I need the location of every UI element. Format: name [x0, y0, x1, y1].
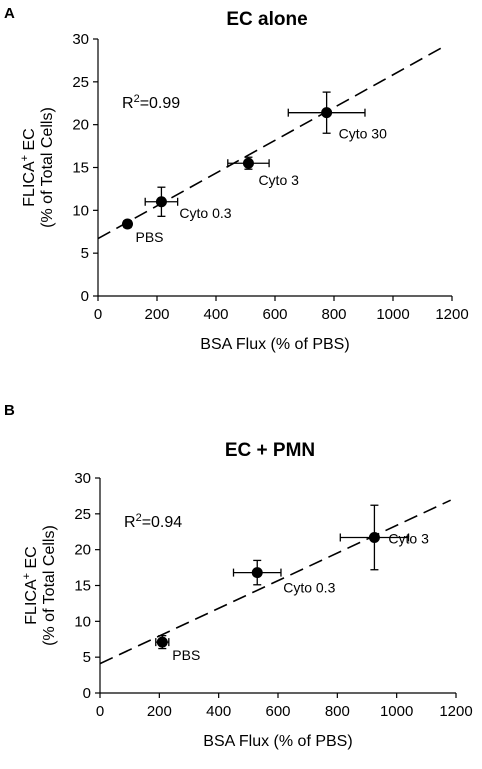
chart-ec-pmn: EC + PMN 0 5 10 15 20 25 30 0 200 400 600 800 1000 120… [21, 440, 473, 750]
y-tick-label: 5 [81, 245, 89, 262]
x-tick-label: 1000 [380, 703, 413, 720]
r-squared-label: R2=0.99 [122, 93, 180, 112]
x-tick-label: 600 [262, 306, 287, 323]
y-tick-label: 10 [74, 613, 91, 630]
y-axis-label-line1: FLICA+ EC [21, 546, 40, 624]
data-point [251, 567, 263, 579]
y-tick-label: 25 [72, 74, 89, 91]
y-tick-label: 10 [72, 202, 89, 219]
y-axis-label-suffix: EC [21, 128, 38, 155]
data-point [156, 636, 168, 648]
y-axis-label-sup: + [21, 573, 33, 579]
r-squared-prefix: R [122, 95, 134, 112]
chart-title: EC + PMN [225, 440, 315, 461]
y-axis-label-text: FLICA [23, 579, 40, 625]
y-axis-label-sup: + [19, 155, 31, 161]
x-axis-label: BSA Flux (% of PBS) [200, 336, 349, 353]
data-point-label: Cyto 3 [258, 172, 299, 188]
x-tick-label: 1200 [435, 306, 468, 323]
panel-a: A EC alone 0 5 10 15 20 25 30 0 200 400 600 800 1000 1… [0, 0, 482, 384]
x-tick-label: 1200 [439, 703, 472, 720]
y-tick-label: 25 [74, 506, 91, 523]
y-tick-label: 30 [74, 470, 91, 487]
x-tick-label: 0 [96, 703, 104, 720]
r-squared-sup: 2 [136, 512, 142, 524]
data-point [242, 157, 254, 169]
y-tick-label: 30 [72, 31, 89, 48]
r-squared-sup: 2 [134, 93, 140, 105]
y-tick-label: 15 [74, 578, 91, 595]
data-point [122, 218, 133, 230]
panel-letter: B [4, 402, 15, 419]
y-tick-label: 15 [72, 160, 89, 177]
data-point-label: Cyto 3 [388, 530, 429, 546]
data-point-label: Cyto 0.3 [283, 580, 335, 596]
y-axis-label-line2: (% of Total Cells) [39, 107, 56, 228]
data-point-label: PBS [172, 647, 200, 663]
r-squared-prefix: R [124, 514, 136, 531]
x-tick-label: 0 [94, 306, 102, 323]
panel-letter: A [4, 5, 15, 22]
r-squared-value: =0.94 [142, 514, 183, 531]
y-tick-label: 0 [83, 685, 91, 702]
x-axis-label: BSA Flux (% of PBS) [203, 733, 352, 750]
y-tick-label: 20 [74, 542, 91, 559]
chart-title: EC alone [226, 9, 307, 30]
y-axis-label-line1: FLICA+ EC [19, 128, 38, 206]
data-point [155, 196, 167, 208]
y-axis-label-suffix: EC [23, 546, 40, 573]
x-tick-label: 200 [147, 703, 172, 720]
data-point-label: Cyto 0.3 [179, 205, 231, 221]
x-tick-label: 800 [325, 703, 350, 720]
regression-line [97, 44, 448, 240]
chart-ec-alone: EC alone 0 5 10 15 20 25 30 0 200 400 600 800 1000 120… [19, 9, 469, 353]
x-tick-label: 400 [203, 306, 228, 323]
y-tick-label: 5 [83, 649, 91, 666]
regression-line [99, 499, 451, 665]
x-tick-label: 1000 [376, 306, 409, 323]
panel-b: B EC + PMN 0 5 10 15 20 25 30 0 200 400 600 800 1000 1… [0, 384, 482, 768]
r-squared-label: R2=0.94 [124, 512, 182, 531]
r-squared-value: =0.99 [140, 95, 181, 112]
data-point-label: PBS [136, 229, 164, 245]
x-tick-label: 800 [321, 306, 346, 323]
y-tick-label: 0 [81, 288, 89, 305]
x-tick-label: 200 [144, 306, 169, 323]
data-point-label: Cyto 30 [339, 126, 387, 142]
data-point [368, 531, 380, 543]
x-tick-label: 400 [206, 703, 231, 720]
y-tick-label: 20 [72, 117, 89, 134]
y-axis-label-line2: (% of Total Cells) [41, 525, 58, 646]
y-axis-label-text: FLICA [21, 161, 38, 207]
data-point [321, 107, 333, 119]
x-tick-label: 600 [265, 703, 290, 720]
